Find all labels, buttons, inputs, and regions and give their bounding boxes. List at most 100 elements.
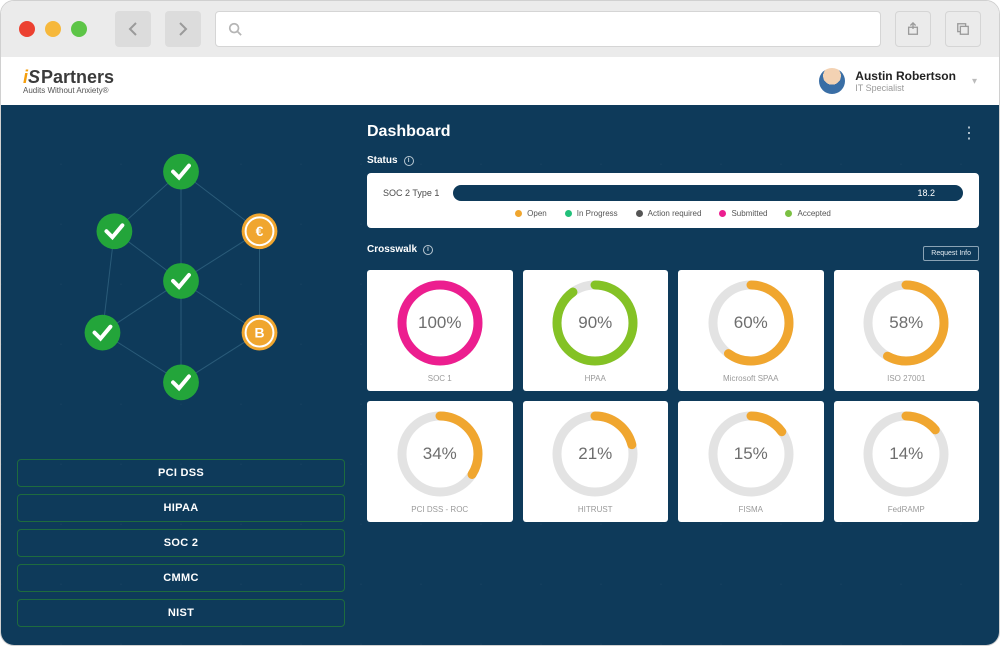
progress-ring: 34% [397, 411, 483, 497]
certification-item[interactable]: NIST [17, 599, 345, 627]
progress-value: 90% [552, 280, 638, 366]
progress-value: 14% [863, 411, 949, 497]
crosswalk-card[interactable]: 60% Microsoft SPAA [678, 270, 824, 391]
progress-value: 21% [552, 411, 638, 497]
legend-item: Action required [636, 209, 702, 218]
certification-item[interactable]: CMMC [17, 564, 345, 592]
certification-item[interactable]: SOC 2 [17, 529, 345, 557]
crosswalk-card[interactable]: 14% FedRAMP [834, 401, 980, 522]
page-title: Dashboard [367, 123, 979, 141]
logo-brand: Partners [41, 67, 114, 88]
app-body: €B PCI DSSHIPAASOC 2CMMCNIST Dashboard ⋮… [1, 105, 999, 645]
chevron-down-icon: ▾ [972, 76, 977, 87]
card-label: ISO 27001 [887, 374, 925, 383]
url-bar[interactable] [215, 11, 881, 47]
avatar [819, 68, 845, 94]
certification-item[interactable]: PCI DSS [17, 459, 345, 487]
legend-label: Action required [648, 209, 702, 218]
progress-ring: 14% [863, 411, 949, 497]
progress-value: 34% [397, 411, 483, 497]
user-name: Austin Robertson [855, 69, 956, 83]
lock-icon: € [256, 223, 264, 239]
progress-value: 60% [708, 280, 794, 366]
progress-ring: 90% [552, 280, 638, 366]
traffic-light[interactable] [19, 21, 35, 37]
traffic-light[interactable] [71, 21, 87, 37]
crosswalk-card[interactable]: 100% SOC 1 [367, 270, 513, 391]
status-card: SOC 2 Type 1 18.2 Open In Progress Action … [367, 173, 979, 228]
legend-label: Open [527, 209, 547, 218]
user-menu[interactable]: Austin Robertson IT Specialist ▾ [819, 68, 977, 94]
request-info-button[interactable]: Request Info [923, 246, 979, 261]
legend-dot [636, 210, 643, 217]
card-label: SOC 1 [428, 374, 452, 383]
progress-ring: 100% [397, 280, 483, 366]
card-label: PCI DSS - ROC [411, 505, 468, 514]
graph-node[interactable]: B [242, 315, 278, 351]
graph-node[interactable] [97, 213, 133, 249]
compliance-graph: €B [17, 125, 345, 453]
logo-mark: iS [23, 67, 40, 88]
crosswalk-card[interactable]: 34% PCI DSS - ROC [367, 401, 513, 522]
progress-ring: 60% [708, 280, 794, 366]
status-value: 18.2 [917, 188, 935, 198]
forward-button[interactable] [165, 11, 201, 47]
card-label: HPAA [585, 374, 606, 383]
crosswalk-card[interactable]: 21% HITRUST [523, 401, 669, 522]
app-header: iS Partners Audits Without Anxiety® Aust… [1, 57, 999, 105]
status-legend: Open In Progress Action required Submitted A… [383, 209, 963, 218]
legend-label: Submitted [731, 209, 767, 218]
crosswalk-card[interactable]: 58% ISO 27001 [834, 270, 980, 391]
coin-icon: B [254, 325, 264, 341]
tabs-button[interactable] [945, 11, 981, 47]
crosswalk-section-label: Crosswalk i [367, 244, 433, 255]
status-section-label: Status i [367, 155, 979, 166]
certification-list: PCI DSS HIPAA SOC 2 CMMC NIST [17, 459, 345, 627]
progress-value: 100% [397, 280, 483, 366]
progress-ring: 15% [708, 411, 794, 497]
graph-node[interactable] [163, 154, 199, 190]
legend-label: Accepted [797, 209, 830, 218]
crosswalk-label-text: Crosswalk [367, 244, 417, 255]
graph-node[interactable]: € [242, 213, 278, 249]
logo-tagline: Audits Without Anxiety® [23, 86, 114, 95]
graph-node[interactable] [163, 263, 199, 299]
status-name: SOC 2 Type 1 [383, 188, 439, 198]
card-label: FISMA [739, 505, 763, 514]
info-icon[interactable]: i [423, 245, 433, 255]
crosswalk-card[interactable]: 90% HPAA [523, 270, 669, 391]
crosswalk-grid: 100% SOC 1 90% HPAA 60% Microsoft SPAA 5… [367, 270, 979, 522]
back-button[interactable] [115, 11, 151, 47]
crosswalk-card[interactable]: 15% FISMA [678, 401, 824, 522]
legend-item: Open [515, 209, 547, 218]
graph-node[interactable] [85, 315, 121, 351]
browser-toolbar [1, 1, 999, 57]
legend-dot [785, 210, 792, 217]
graph-node[interactable] [163, 364, 199, 400]
progress-value: 58% [863, 280, 949, 366]
legend-item: Submitted [719, 209, 767, 218]
legend-dot [565, 210, 572, 217]
legend-item: Accepted [785, 209, 830, 218]
share-button[interactable] [895, 11, 931, 47]
progress-value: 15% [708, 411, 794, 497]
more-icon[interactable]: ⋮ [961, 123, 977, 143]
legend-dot [719, 210, 726, 217]
certification-item[interactable]: HIPAA [17, 494, 345, 522]
card-label: FedRAMP [888, 505, 925, 514]
browser-frame: iS Partners Audits Without Anxiety® Aust… [0, 0, 1000, 646]
card-label: Microsoft SPAA [723, 374, 778, 383]
info-icon[interactable]: i [404, 156, 414, 166]
traffic-light[interactable] [45, 21, 61, 37]
status-progress-bar: 18.2 [453, 185, 963, 201]
window-traffic-lights [19, 21, 87, 37]
status-label-text: Status [367, 155, 398, 166]
search-icon [228, 22, 242, 36]
card-label: HITRUST [578, 505, 613, 514]
legend-dot [515, 210, 522, 217]
legend-label: In Progress [577, 209, 618, 218]
sidebar: €B PCI DSSHIPAASOC 2CMMCNIST [1, 105, 361, 645]
progress-ring: 21% [552, 411, 638, 497]
main-panel: Dashboard ⋮ Status i SOC 2 Type 1 18.2 O… [361, 105, 999, 645]
user-role: IT Specialist [855, 83, 956, 93]
